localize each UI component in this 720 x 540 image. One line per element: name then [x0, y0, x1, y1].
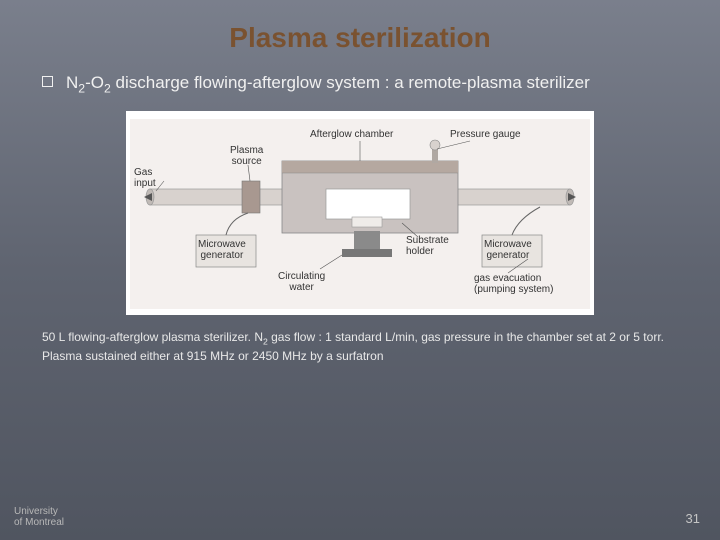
text-part: N: [66, 73, 78, 92]
label-circulating-water: Circulating water: [278, 271, 325, 293]
diagram-container: Afterglow chamber Pressure gauge Plasma …: [126, 111, 594, 315]
figure-caption: 50 L flowing-afterglow plasma sterilizer…: [0, 315, 720, 364]
label-plasma-source: Plasma source: [230, 145, 263, 167]
bullet-icon: [42, 76, 53, 87]
label-microwave-right: Microwave generator: [484, 239, 532, 261]
label-microwave-left: Microwave generator: [198, 239, 246, 261]
page-number: 31: [686, 511, 700, 526]
caption-pre: 50 L flowing-afterglow plasma sterilizer…: [42, 330, 263, 344]
label-substrate-holder: Substrate holder: [406, 235, 449, 257]
text-part: -O: [85, 73, 104, 92]
apparatus-diagram: Afterglow chamber Pressure gauge Plasma …: [130, 119, 590, 309]
label-pressure-gauge: Pressure gauge: [450, 129, 521, 140]
text-part: discharge flowing-afterglow system : a r…: [111, 73, 590, 92]
university-logo: University of Montreal: [14, 506, 64, 528]
sub2: 2: [104, 81, 111, 95]
label-gas-input: Gas input: [134, 167, 156, 189]
label-gas-evacuation: gas evacuation (pumping system): [474, 273, 553, 295]
label-afterglow-chamber: Afterglow chamber: [310, 129, 393, 140]
slide-title: Plasma sterilization: [0, 0, 720, 72]
main-bullet-text: N2-O2 discharge flowing-afterglow system…: [0, 72, 720, 97]
